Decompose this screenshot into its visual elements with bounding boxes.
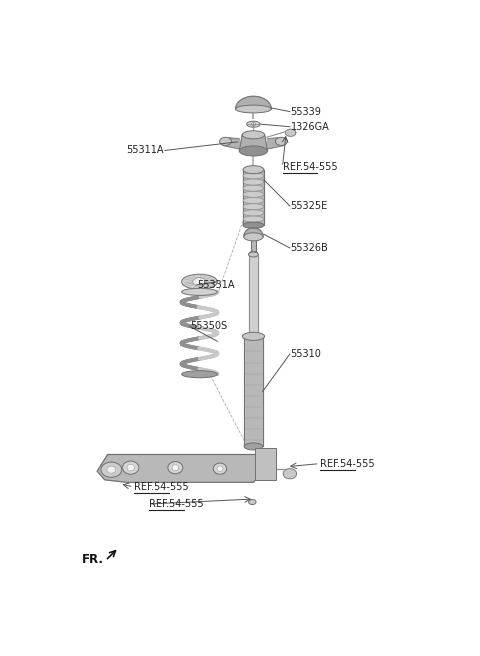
Ellipse shape (213, 463, 227, 474)
Ellipse shape (244, 233, 263, 241)
Text: REF.54-555: REF.54-555 (321, 459, 375, 468)
Ellipse shape (181, 371, 217, 378)
Text: 55331A: 55331A (198, 280, 235, 290)
Ellipse shape (127, 464, 134, 471)
Ellipse shape (181, 274, 217, 289)
Text: 55310: 55310 (290, 349, 322, 359)
Ellipse shape (243, 222, 264, 228)
Ellipse shape (243, 222, 264, 228)
Polygon shape (244, 228, 263, 237)
Polygon shape (97, 455, 268, 482)
Text: 1326GA: 1326GA (290, 122, 329, 132)
Text: 55311A: 55311A (127, 146, 164, 155)
Ellipse shape (251, 123, 256, 126)
Bar (251, 237, 256, 254)
Polygon shape (240, 134, 267, 151)
Ellipse shape (242, 333, 264, 340)
Ellipse shape (249, 252, 258, 257)
Text: REF.54-555: REF.54-555 (134, 482, 189, 492)
Ellipse shape (243, 192, 264, 197)
Ellipse shape (192, 277, 206, 286)
Ellipse shape (243, 216, 264, 222)
Ellipse shape (276, 137, 288, 146)
Polygon shape (286, 129, 296, 136)
Ellipse shape (243, 173, 264, 179)
Ellipse shape (172, 464, 179, 471)
Text: 55325E: 55325E (290, 201, 328, 211)
Ellipse shape (244, 443, 263, 450)
Polygon shape (223, 138, 240, 149)
Ellipse shape (249, 251, 258, 256)
Ellipse shape (240, 146, 267, 156)
Text: 55350S: 55350S (190, 321, 228, 331)
Ellipse shape (217, 466, 223, 472)
FancyBboxPatch shape (255, 449, 276, 480)
Ellipse shape (243, 210, 264, 216)
Ellipse shape (101, 462, 122, 478)
Text: REF.54-555: REF.54-555 (283, 162, 338, 172)
Ellipse shape (243, 179, 264, 185)
Polygon shape (236, 96, 271, 109)
Ellipse shape (243, 197, 264, 203)
Ellipse shape (249, 499, 256, 504)
Ellipse shape (247, 121, 260, 127)
Ellipse shape (107, 466, 116, 473)
Ellipse shape (181, 289, 217, 295)
Ellipse shape (243, 185, 264, 191)
Ellipse shape (122, 461, 139, 474)
Ellipse shape (243, 165, 264, 174)
Ellipse shape (168, 462, 183, 474)
Text: 55339: 55339 (290, 106, 322, 117)
Polygon shape (283, 468, 297, 479)
Ellipse shape (219, 137, 231, 146)
Polygon shape (267, 138, 284, 149)
Ellipse shape (236, 105, 271, 113)
Ellipse shape (243, 167, 264, 173)
Ellipse shape (242, 131, 264, 139)
Text: REF.54-555: REF.54-555 (149, 499, 204, 509)
Text: FR.: FR. (83, 553, 104, 566)
Ellipse shape (243, 203, 264, 210)
Text: 55326B: 55326B (290, 243, 328, 253)
